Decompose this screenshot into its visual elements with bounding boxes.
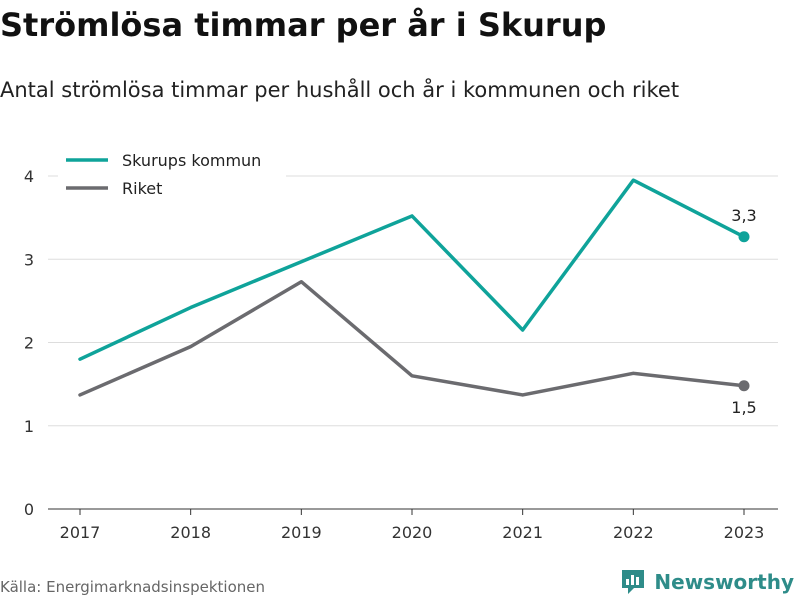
x-tick-label: 2023 bbox=[724, 523, 765, 542]
chart-subtitle: Antal strömlösa timmar per hushåll och å… bbox=[0, 78, 680, 102]
y-tick-label: 4 bbox=[24, 167, 34, 186]
y-tick-label: 1 bbox=[24, 417, 34, 436]
data-label: 3,3 bbox=[731, 206, 756, 225]
y-tick-label: 2 bbox=[24, 334, 34, 353]
x-tick-label: 2019 bbox=[281, 523, 322, 542]
y-tick-label: 3 bbox=[24, 250, 34, 269]
legend-label: Riket bbox=[122, 179, 162, 198]
brand-name: Newsworthy bbox=[654, 570, 794, 594]
grid-lines bbox=[48, 175, 778, 427]
end-point-marker bbox=[738, 231, 750, 243]
source-note: Källa: Energimarknadsinspektionen bbox=[0, 578, 266, 596]
x-tick-label: 2017 bbox=[60, 523, 101, 542]
series-line-riket bbox=[78, 279, 746, 397]
x-tick-label: 2022 bbox=[613, 523, 654, 542]
legend-background bbox=[58, 146, 286, 204]
series-lines: 3,3 1,5 bbox=[78, 178, 757, 417]
chart-title: Strömlösa timmar per år i Skurup bbox=[0, 6, 607, 44]
x-tick-label: 2018 bbox=[170, 523, 211, 542]
x-tick-label: 2020 bbox=[392, 523, 433, 542]
legend-label: Skurups kommun bbox=[122, 151, 261, 170]
brand-logo[interactable]: Newsworthy bbox=[620, 568, 794, 596]
legend: Skurups kommun Riket bbox=[58, 146, 286, 204]
data-label: 1,5 bbox=[731, 398, 756, 417]
y-tick-label: 0 bbox=[24, 500, 34, 519]
series-line-skurup bbox=[78, 178, 746, 361]
x-tick-label: 2021 bbox=[502, 523, 543, 542]
newsworthy-logo-icon bbox=[622, 570, 645, 594]
end-point-marker bbox=[738, 380, 750, 392]
axes: 0 1 2 3 4 2017 2018 2019 2020 2021 2022 2023 bbox=[24, 167, 778, 542]
